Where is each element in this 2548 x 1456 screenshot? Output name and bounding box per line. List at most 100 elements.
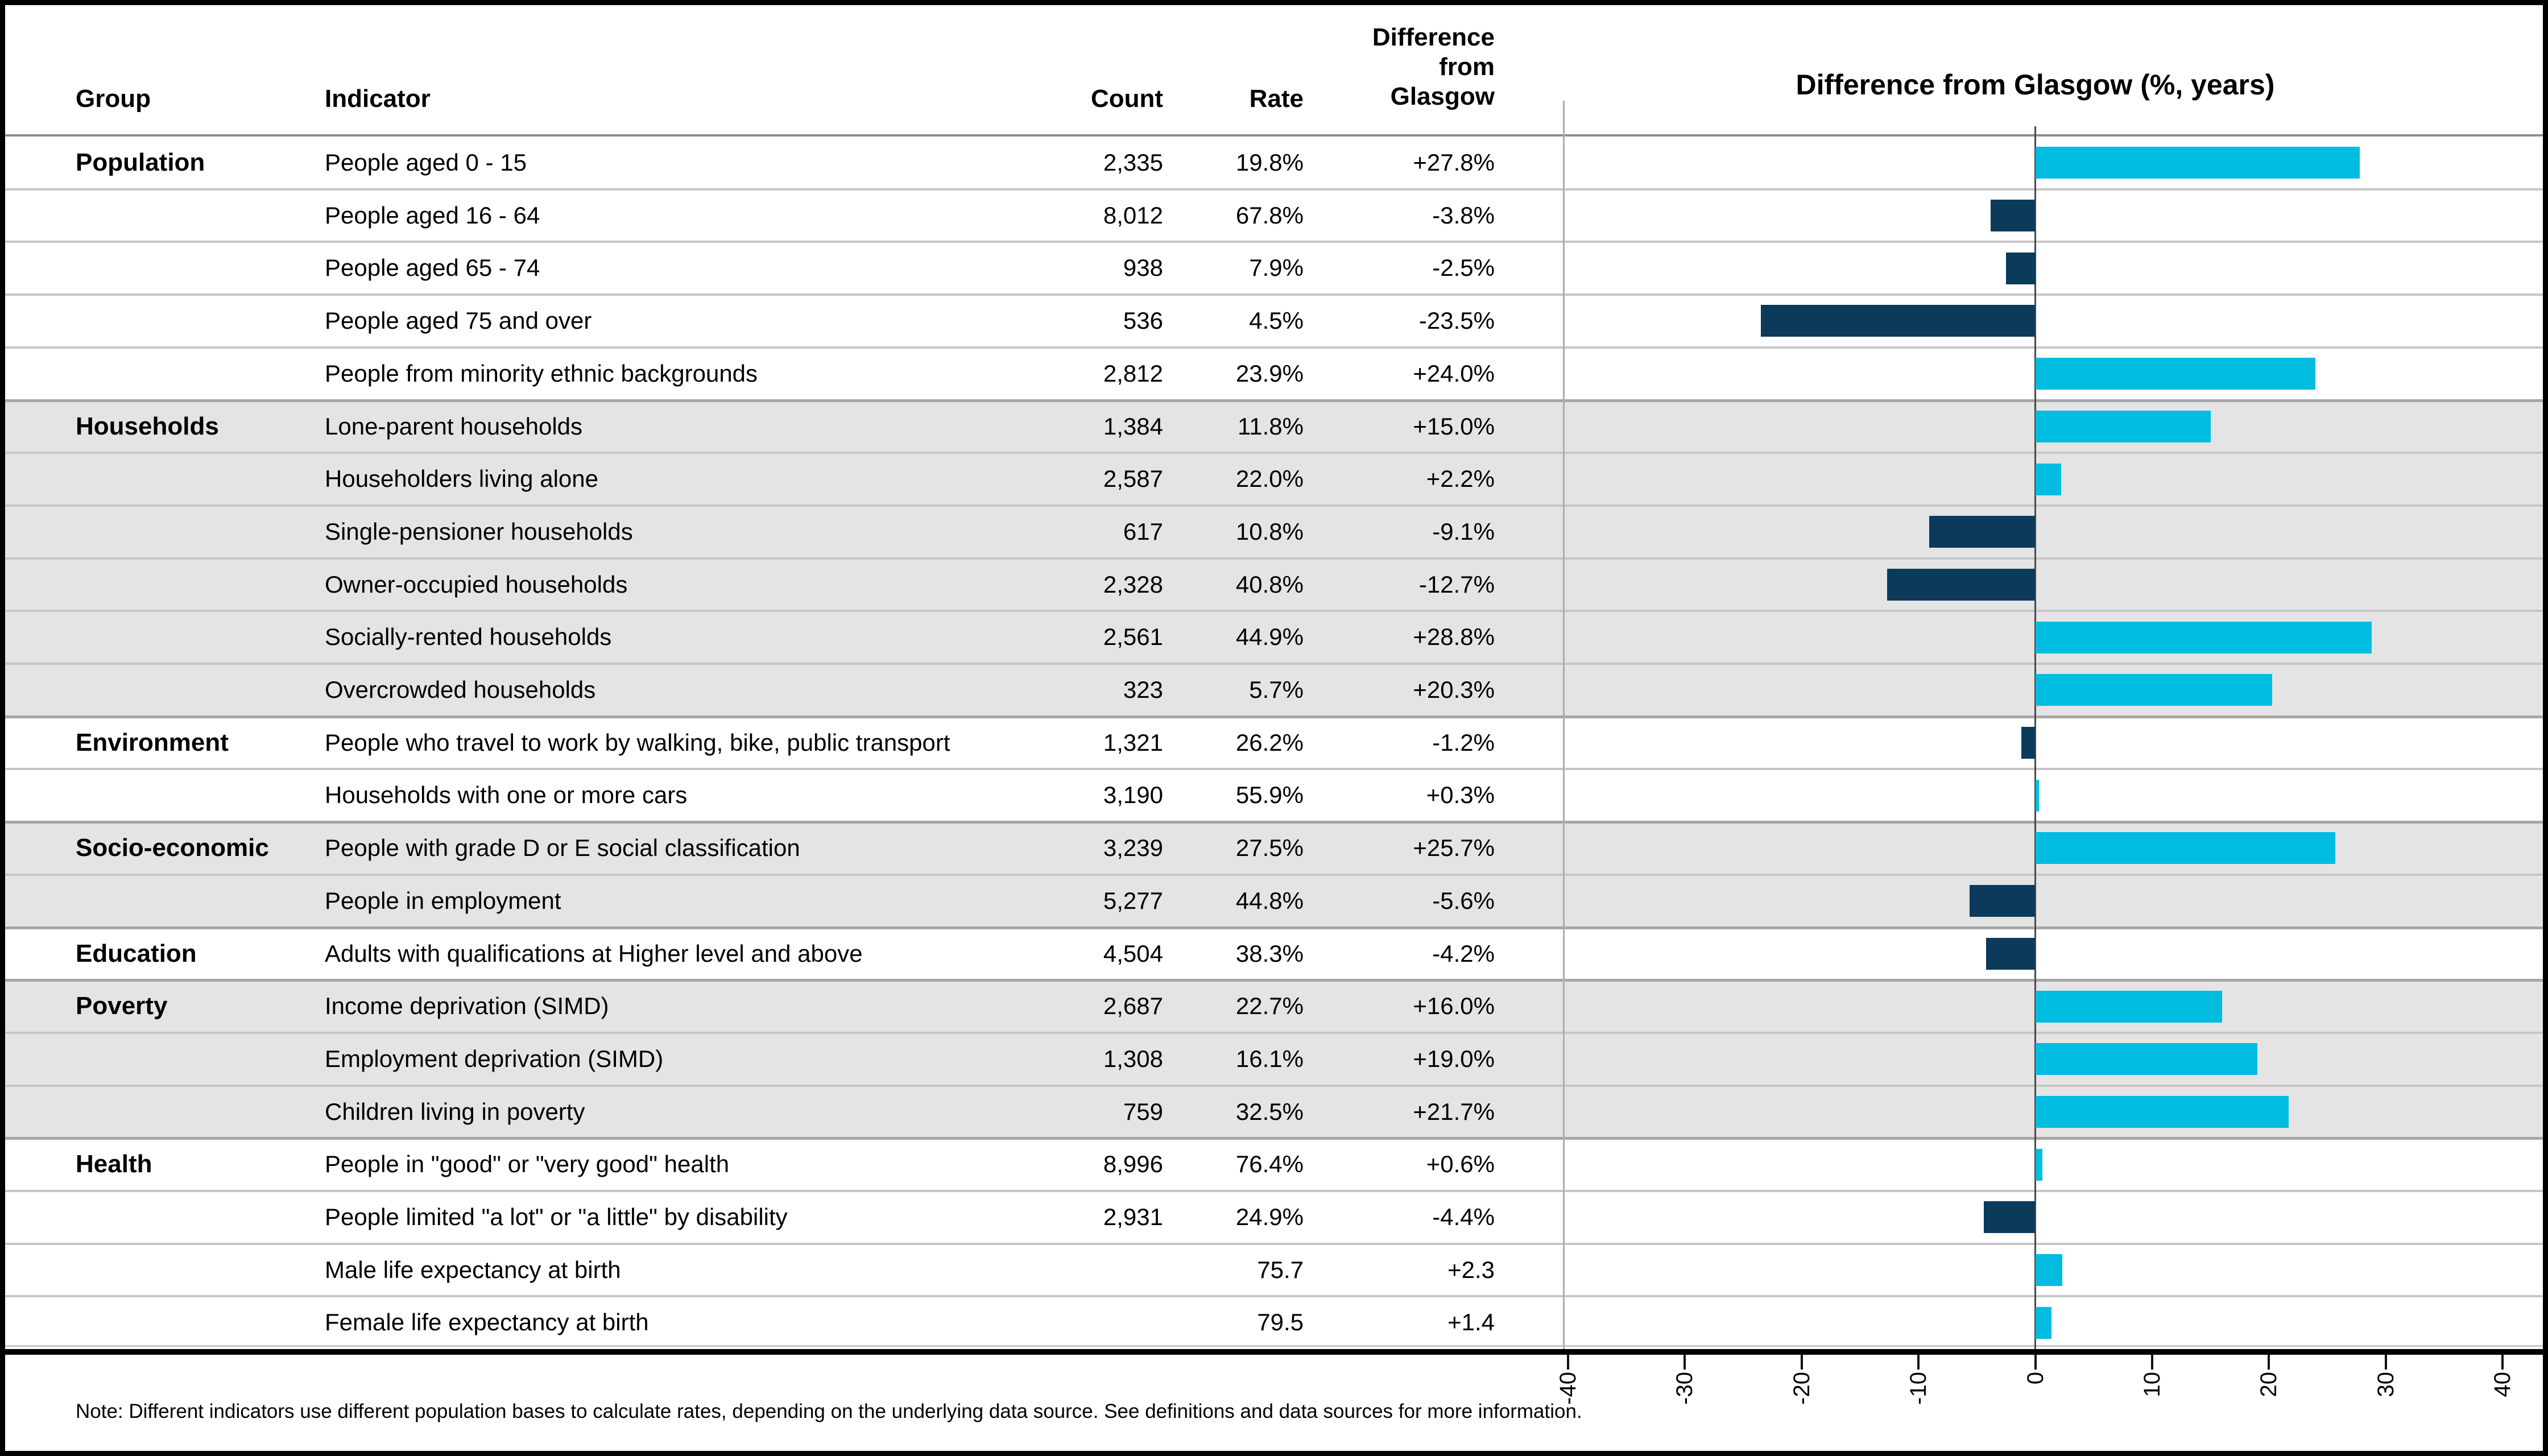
count-value: 2,328 [1103, 570, 1163, 598]
indicator-label: Male life expectancy at birth [325, 1256, 621, 1283]
difference-bar [2035, 1095, 2289, 1128]
count-value: 5,277 [1103, 887, 1163, 914]
indicator-label: Households with one or more cars [325, 781, 688, 809]
count-value: 1,321 [1103, 729, 1163, 756]
indicator-label: Owner-occupied households [325, 570, 628, 598]
difference-value: +0.3% [1426, 781, 1495, 809]
axis-tick [1684, 1355, 1686, 1370]
axis-tick [1917, 1355, 1920, 1370]
difference-bar [2021, 727, 2036, 759]
difference-value: -1.2% [1432, 729, 1495, 756]
group-separator [5, 715, 2543, 718]
axis-tick [2384, 1355, 2387, 1370]
rate-value: 4.5% [1249, 307, 1304, 334]
difference-bar [1887, 568, 2036, 601]
difference-value: -9.1% [1432, 518, 1495, 545]
indicator-label: Socially-rented households [325, 623, 612, 651]
row-separator [5, 293, 2543, 296]
rate-value: 44.8% [1235, 887, 1304, 914]
difference-value: +0.6% [1426, 1151, 1495, 1178]
difference-bar [2035, 779, 2039, 812]
difference-value: +1.4 [1447, 1309, 1495, 1336]
difference-bar [2035, 990, 2223, 1023]
indicator-label: Children living in poverty [325, 1098, 585, 1125]
indicator-label: People with grade D or E social classifi… [325, 834, 800, 862]
axis-tick-label: -20 [1789, 1372, 1814, 1405]
row-band [5, 505, 2543, 559]
footnote: Note: Different indicators use different… [76, 1400, 1582, 1422]
rate-value: 67.8% [1235, 201, 1304, 229]
count-value: 938 [1123, 254, 1163, 282]
indicator-label: Lone-parent households [325, 412, 583, 440]
indicator-label: People limited "a lot" or "a little" by … [325, 1203, 788, 1230]
row-separator [5, 452, 2543, 454]
rate-value: 76.4% [1235, 1151, 1304, 1178]
group-separator [5, 1137, 2543, 1140]
row-band [5, 874, 2543, 928]
indicator-label: Householders living alone [325, 465, 598, 493]
difference-bar [2035, 358, 2316, 390]
group-label: Environment [76, 728, 229, 756]
difference-value: +15.0% [1413, 412, 1495, 440]
row-separator [5, 557, 2543, 560]
difference-value: -23.5% [1418, 307, 1495, 334]
chart-left-border [1563, 101, 1565, 1350]
rate-value: 22.7% [1235, 992, 1304, 1020]
axis-tick [2268, 1355, 2270, 1370]
indicator-label: People from minority ethnic backgrounds [325, 359, 758, 387]
rate-value: 16.1% [1235, 1045, 1304, 1072]
difference-value: +16.0% [1413, 992, 1495, 1020]
difference-bar [2035, 832, 2336, 864]
axis-tick [2034, 1355, 2037, 1370]
count-value: 8,996 [1103, 1151, 1163, 1178]
difference-value: -12.7% [1418, 570, 1495, 598]
axis-tick-label: 20 [2256, 1372, 2282, 1397]
axis-tick-label: 30 [2373, 1372, 2398, 1397]
row-separator [5, 768, 2543, 771]
axis-tick-label: 40 [2490, 1372, 2515, 1397]
row-separator [5, 610, 2543, 613]
header-underline [5, 134, 2543, 136]
row-separator [5, 663, 2543, 665]
rate-value: 10.8% [1235, 518, 1304, 545]
indicator-label: Single-pensioner households [325, 518, 633, 545]
indicator-label: Employment deprivation (SIMD) [325, 1045, 664, 1072]
difference-value: +24.0% [1413, 359, 1495, 387]
difference-value: +19.0% [1413, 1045, 1495, 1072]
difference-value: +27.8% [1413, 149, 1495, 176]
row-band [5, 558, 2543, 611]
count-value: 1,384 [1103, 412, 1163, 440]
row-separator [5, 1190, 2543, 1192]
indicator-label: People aged 75 and over [325, 307, 592, 334]
difference-value: -4.4% [1432, 1203, 1495, 1230]
difference-bar [2035, 1043, 2257, 1076]
rate-value: 32.5% [1235, 1098, 1304, 1125]
row-separator [5, 188, 2543, 191]
count-value: 8,012 [1103, 201, 1163, 229]
rate-value: 79.5 [1257, 1309, 1304, 1336]
group-label: Poverty [76, 992, 168, 1020]
difference-bar [1986, 937, 2036, 970]
rate-value: 75.7 [1257, 1256, 1304, 1283]
count-value: 1,308 [1103, 1045, 1163, 1072]
count-value: 2,931 [1103, 1203, 1163, 1230]
group-label: Health [76, 1150, 152, 1178]
rate-value: 26.2% [1235, 729, 1304, 756]
difference-bar [1984, 1201, 2036, 1234]
indicator-label: People who travel to work by walking, bi… [325, 729, 950, 756]
count-value: 2,812 [1103, 359, 1163, 387]
indicator-label: People in "good" or "very good" health [325, 1151, 730, 1178]
rate-value: 38.3% [1235, 940, 1304, 967]
indicator-label: People aged 16 - 64 [325, 201, 540, 229]
row-separator [5, 241, 2543, 243]
difference-value: +28.8% [1413, 623, 1495, 651]
difference-bar [1991, 200, 2036, 232]
rate-value: 24.9% [1235, 1203, 1304, 1230]
axis-tick [1567, 1355, 1569, 1370]
difference-bar [2035, 1254, 2062, 1287]
count-value: 4,504 [1103, 940, 1163, 967]
col-header-indicator: Indicator [325, 85, 431, 113]
row-separator [5, 1242, 2543, 1245]
row-separator [5, 504, 2543, 507]
difference-bar [2035, 147, 2360, 179]
